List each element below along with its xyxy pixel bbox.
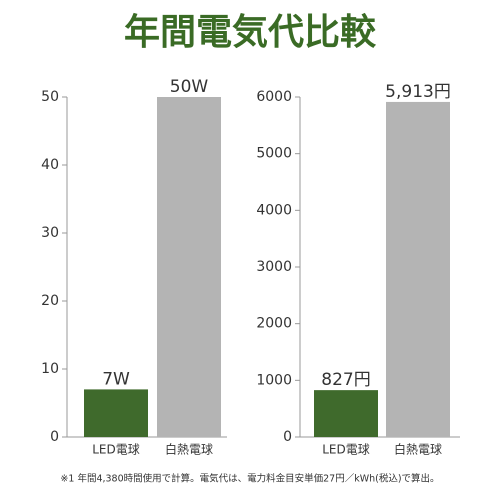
value-label: 827円 [321, 370, 370, 390]
y-tick-label: 2000 [256, 316, 292, 332]
y-tick-label: 4000 [256, 202, 292, 218]
y-tick-label: 20 [41, 293, 59, 309]
bar [157, 97, 221, 437]
x-tick-label: 白熱電球 [165, 442, 213, 457]
y-tick-label: 0 [50, 429, 59, 445]
chart-title: 年間電気代比較 [124, 12, 377, 53]
y-tick-label: 50 [41, 89, 59, 105]
y-tick-label: 1000 [256, 372, 292, 388]
bar [84, 389, 148, 437]
y-tick-label: 40 [41, 157, 59, 173]
y-tick-label: 0 [283, 429, 292, 445]
value-label: 7W [102, 369, 130, 389]
bar [314, 390, 378, 437]
x-tick-label: 白熱電球 [394, 442, 442, 457]
y-tick-label: 3000 [256, 259, 292, 275]
footnote: ※1 年間4,380時間使用で計算。電気代は、電力料金目安単価27円／kWh(税… [60, 473, 439, 485]
value-label: 50W [170, 77, 209, 97]
x-tick-label: LED電球 [322, 443, 370, 457]
value-label: 5,913円 [385, 82, 451, 102]
y-tick-label: 30 [41, 225, 59, 241]
y-tick-label: 6000 [256, 89, 292, 105]
y-tick-label: 10 [41, 361, 59, 377]
x-tick-label: LED電球 [92, 443, 140, 457]
bar [386, 101, 450, 438]
y-tick-label: 5000 [256, 146, 292, 162]
